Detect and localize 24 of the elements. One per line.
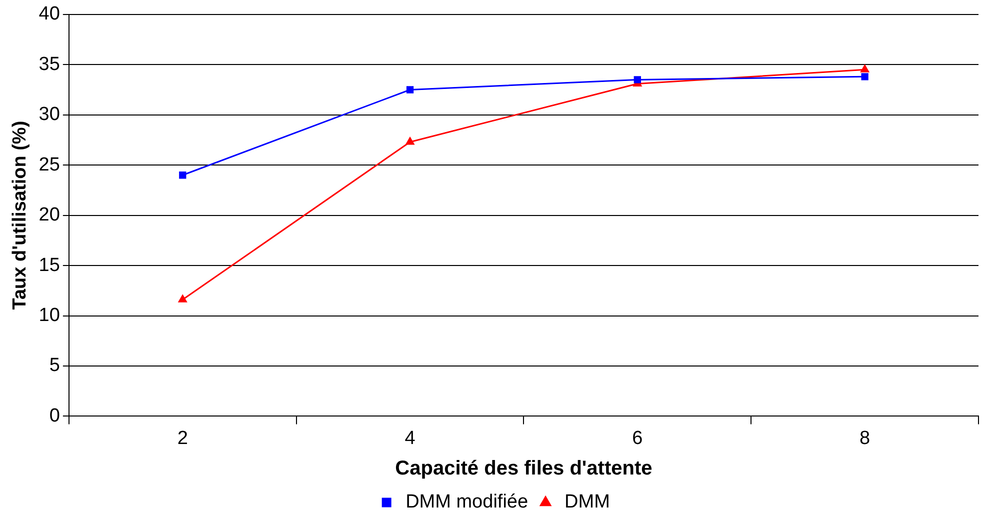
x-tick-label: 4 [404,428,416,449]
x-tick-label: 2 [177,428,188,449]
point [406,137,414,145]
y-tick-label: 15 [38,254,60,276]
point [634,76,641,84]
y-tick-label: 20 [38,204,60,226]
point [406,86,414,94]
x-axis-title: Capacité des files d'attente [395,458,652,480]
point [861,73,868,80]
x-tick-label: 6 [632,428,643,449]
y-tick-label: 0 [49,405,60,426]
y-tick-label: 40 [38,4,60,25]
y-tick-label: 30 [38,104,60,126]
legend-label: DMM modifiée [406,492,528,513]
legend-label: DMM [564,492,610,513]
y-tick-label: 25 [38,154,60,176]
y-tick-label: 5 [49,355,60,376]
y-axis-title: Taux d'utilisation (%) [10,120,31,310]
x-tick-label: 8 [860,428,870,449]
y-tick-label: 10 [38,304,60,326]
point [860,64,870,72]
y-tick-label: 35 [38,54,60,75]
point [179,172,186,179]
point [178,294,187,302]
